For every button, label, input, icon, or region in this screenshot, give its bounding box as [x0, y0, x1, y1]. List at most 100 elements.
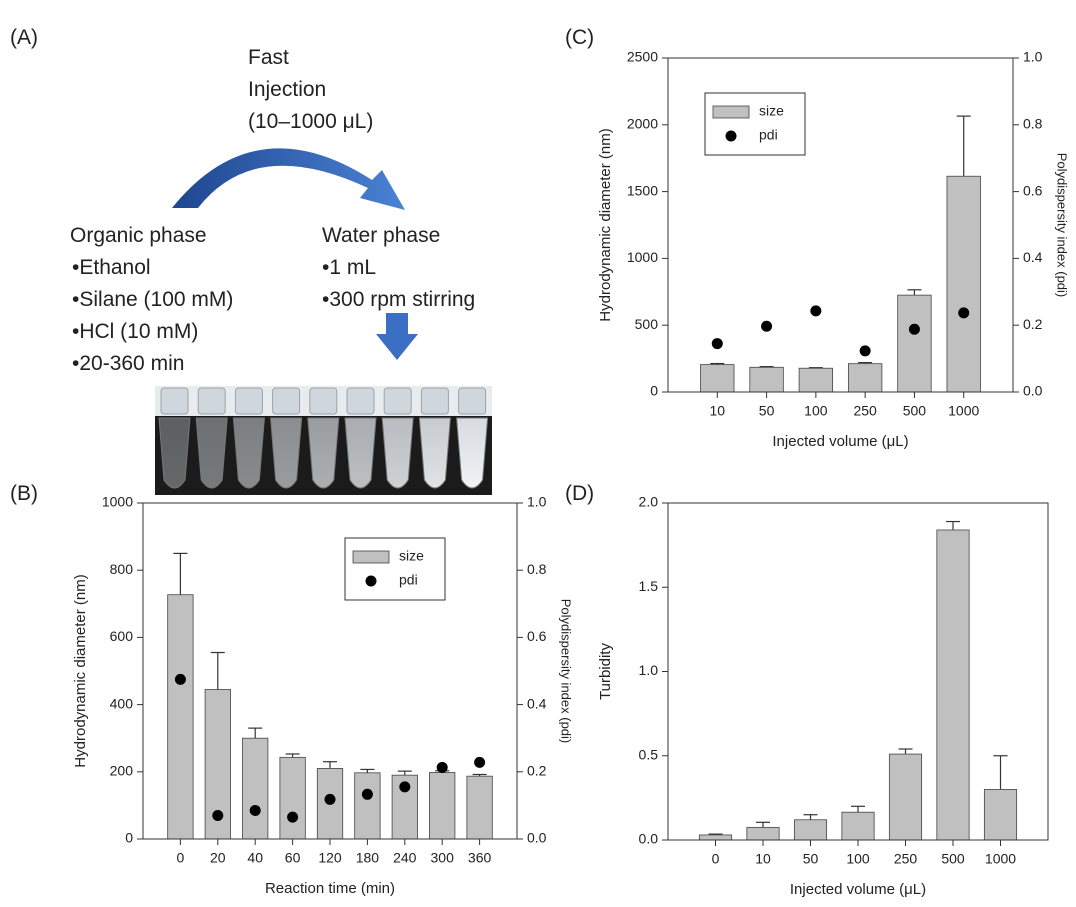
bar: [167, 594, 194, 840]
bar: [798, 367, 834, 393]
bar: [841, 811, 875, 841]
vial-photo: [155, 386, 492, 495]
point: [810, 305, 822, 317]
point: [436, 761, 448, 773]
bar: [700, 364, 735, 393]
organic-item: •Silane (100 mM): [72, 288, 233, 311]
x-tick-label: 20: [210, 850, 226, 866]
point: [958, 307, 970, 319]
point: [859, 345, 871, 357]
x-tick-label: 10: [709, 403, 725, 419]
point: [474, 756, 486, 768]
water-title: Water phase: [322, 224, 440, 247]
legend-box: [704, 92, 806, 156]
x-tick-label: 40: [247, 850, 263, 866]
vial-body: [195, 417, 228, 489]
point: [174, 673, 186, 685]
vial-cap: [458, 387, 487, 415]
x-tick-label: 500: [903, 403, 927, 419]
x-tick-label: 0: [712, 851, 720, 867]
arrow-label: Fast: [248, 46, 289, 69]
bar: [946, 175, 981, 393]
bar: [466, 775, 493, 840]
point: [399, 781, 411, 793]
water-item: •1 mL: [322, 256, 376, 279]
point: [324, 793, 336, 805]
x-tick-label: 250: [853, 403, 877, 419]
point: [287, 811, 299, 823]
y2-tick-label: 0.4: [527, 695, 547, 711]
y-tick-label: 1.0: [639, 662, 659, 678]
y-tick-label: 0.5: [639, 746, 659, 762]
x-tick-label: 100: [846, 851, 870, 867]
y-tick-label: 0: [125, 830, 133, 846]
bar: [897, 294, 932, 393]
point: [212, 809, 224, 821]
legend-label: size: [759, 103, 784, 119]
y-tick-label: 2000: [627, 116, 658, 132]
bar: [793, 819, 828, 841]
x-tick-label: 100: [804, 403, 828, 419]
vial-cap: [383, 387, 412, 415]
bar: [698, 834, 733, 841]
x-axis-title: Injected volume (μL): [790, 881, 926, 898]
x-tick-label: 240: [393, 850, 417, 866]
vial-body: [270, 417, 303, 489]
x-tick-label: 180: [356, 850, 380, 866]
bar: [354, 772, 381, 840]
bar: [888, 753, 923, 841]
vial-body: [158, 417, 191, 489]
legend-swatch: [712, 105, 750, 119]
x-tick-label: 50: [803, 851, 819, 867]
vial-body: [456, 417, 489, 489]
y-tick-label: 1000: [102, 494, 133, 510]
legend-swatch: [365, 575, 377, 587]
x-tick-label: 250: [894, 851, 918, 867]
x-tick-label: 360: [468, 850, 492, 866]
y-tick-label: 200: [110, 763, 134, 779]
organic-item: •HCl (10 mM): [72, 320, 198, 343]
y2-tick-label: 0.2: [1023, 316, 1043, 332]
y2-tick-label: 0.8: [527, 561, 547, 577]
vial-body: [232, 417, 265, 489]
y2-tick-label: 0.8: [1023, 116, 1043, 132]
y2-tick-label: 0.0: [1023, 383, 1043, 399]
bar: [429, 772, 456, 840]
y2-tick-label: 0.0: [527, 830, 547, 846]
y-tick-label: 1000: [627, 249, 658, 265]
bar: [936, 529, 970, 841]
y-tick-label: 600: [110, 628, 134, 644]
legend-box: [344, 537, 446, 601]
vial-cap: [197, 387, 226, 415]
legend-swatch: [725, 130, 737, 142]
panel-label: (B): [10, 482, 38, 505]
vial-cap: [160, 387, 189, 415]
y-tick-label: 1500: [627, 182, 658, 198]
organic-item: •Ethanol: [72, 256, 151, 279]
organic-item: •20-360 min: [72, 352, 184, 375]
x-axis-title: Injected volume (μL): [772, 433, 908, 450]
bar: [279, 756, 306, 840]
bar: [847, 363, 883, 393]
y2-tick-label: 0.2: [527, 763, 547, 779]
bar: [242, 737, 269, 840]
y-tick-label: 2.0: [639, 494, 659, 510]
x-tick-label: 120: [318, 850, 342, 866]
bar: [749, 366, 784, 393]
x-tick-label: 60: [285, 850, 301, 866]
y2-tick-label: 0.6: [527, 628, 547, 644]
point: [361, 788, 373, 800]
curved-arrow: [172, 148, 405, 210]
y2-axis-title: Polydispersity index (pdi): [1055, 153, 1070, 298]
y-tick-label: 500: [635, 316, 659, 332]
vial-body: [381, 417, 414, 489]
x-tick-label: 300: [431, 850, 455, 866]
y2-tick-label: 1.0: [1023, 49, 1043, 65]
x-tick-label: 10: [755, 851, 771, 867]
vial-body: [418, 417, 451, 489]
x-tick-label: 0: [177, 850, 185, 866]
panel-label: (C): [565, 26, 594, 49]
y-axis-title: Hydrodynamic diameter (nm): [72, 574, 89, 767]
vial-cap: [234, 387, 263, 415]
y2-tick-label: 1.0: [527, 494, 547, 510]
